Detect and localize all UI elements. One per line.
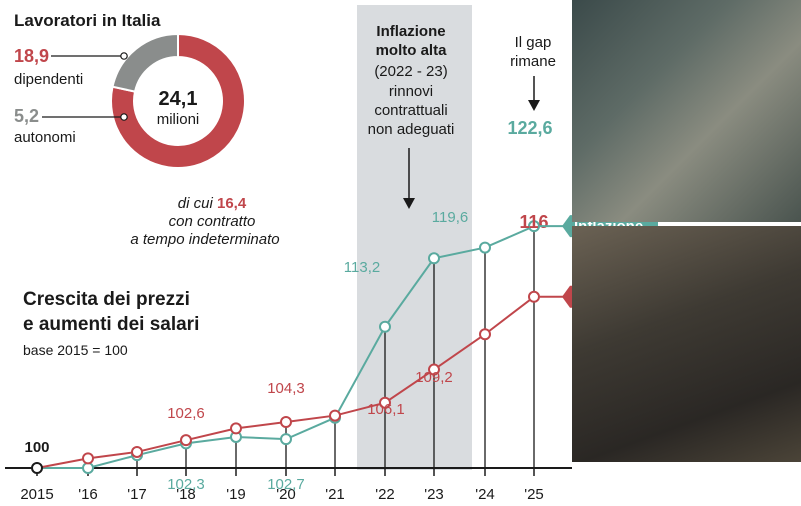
permanent-line3: a tempo indeterminato [130,231,279,248]
self-employed-value: 5,2 [14,106,39,126]
point-salari-5 [280,415,292,428]
high-inflation-band [357,5,472,470]
photo-receipt-hands [572,0,801,222]
point-inflazione-7 [379,320,391,333]
label-salari-7: 106,1 [367,401,405,418]
gap-annotation-arrowhead [528,100,540,111]
donut-total-unit: milioni [157,111,200,128]
x-tick-label-8: '23 [424,486,444,503]
point-salari-2 [131,445,143,458]
x-tick-label-10: '25 [524,486,544,503]
x-tick-label-6: '21 [325,486,345,503]
photo-wallet-banknotes [572,226,801,462]
chart-subtitle: base 2015 = 100 [23,342,128,358]
x-tick-label-1: '16 [78,486,98,503]
data-labels: 100 102,3 102,7 113,2 119,6 122,6 102,6 104,3 10… [24,118,552,493]
permanent-value: 16,4 [217,195,247,212]
label-salari-3: 102,6 [167,405,205,422]
label-inflazione-8: 119,6 [432,209,468,226]
point-salari-3 [180,434,192,447]
permanent-line1: di cui 16,4 [178,195,247,212]
dependent-label: dipendenti [14,71,83,88]
x-tick-label-0: 2015 [20,486,53,503]
point-salari-8 [428,363,440,376]
donut-slice-dipendenti [110,32,246,169]
point-origin [31,462,43,474]
label-salari-10: 116 [519,212,548,232]
label-inflazione-0: 100 [24,439,49,456]
inflation-annotation-line2: molto alta [376,42,447,59]
inflation-annotation-line5: contrattuali [374,102,447,119]
point-salari-1 [82,452,94,465]
x-tick-label-2: '17 [127,486,147,503]
dependent-value: 18,9 [14,46,49,66]
point-salari-9 [479,328,491,341]
x-tick-label-3: '18 [176,486,196,503]
x-axis-ticks: 2015 '16 '17 '18 '19 '20 '21 '22 '23 '24 '25 [20,468,544,503]
self-employed-label: autonomi [14,129,76,146]
point-salari-4 [230,422,242,435]
x-tick-label-9: '24 [475,486,495,503]
dependent-leader-dot [120,52,128,60]
inflation-annotation-line4: rinnovi [389,83,433,100]
inflation-annotation-arrowhead [403,198,415,209]
point-inflazione-10 [528,220,540,233]
inflation-annotation-line3: (2022 - 23) [374,63,447,80]
donut-slice-autonomi [111,32,179,93]
x-tick-label-4: '19 [226,486,246,503]
label-salari-8: 109,2 [415,369,453,386]
inflation-annotation-line6: non adeguati [368,121,455,138]
x-tick-label-7: '22 [375,486,395,503]
self-employed-leader-dot [120,113,128,121]
point-salari-7 [379,396,391,409]
label-inflazione-5: 102,7 [267,476,305,493]
x-tick-label-5: '20 [276,486,296,503]
donut-total-value: 24,1 [159,88,198,110]
workers-title: Lavoratori in Italia [14,11,161,30]
point-salari-10 [528,290,540,303]
chart-title-line2: e aumenti dei salari [23,314,199,335]
point-salari-6 [329,409,341,422]
permanent-line2: con contratto [169,213,256,230]
point-inflazione-8 [428,252,440,265]
label-salari-5: 104,3 [267,380,305,397]
series-points [31,220,540,474]
gap-annotation-line2: rimane [510,53,556,70]
permanent-prefix: di cui [178,195,214,212]
label-inflazione-10: 122,6 [507,118,552,138]
gap-annotation-line1: Il gap [515,34,552,51]
inflation-annotation-line1: Inflazione [376,23,445,40]
point-inflazione-5 [280,433,292,446]
point-inflazione-9 [479,241,491,254]
label-inflazione-3: 102,3 [167,476,205,493]
chart-title-line1: Crescita dei prezzi [23,289,190,310]
point-inflazione-1 [82,462,94,474]
workers-donut-chart [110,32,246,169]
label-inflazione-7: 113,2 [344,259,380,276]
